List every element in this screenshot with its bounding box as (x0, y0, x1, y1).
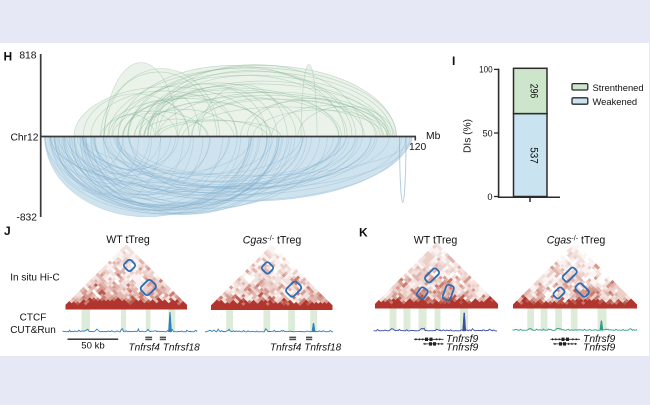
svg-text:Tnfrsf9: Tnfrsf9 (583, 334, 616, 345)
svg-text:Tnfrsf4 Tnfrsf18: Tnfrsf4 Tnfrsf18 (270, 343, 342, 354)
svg-text:WT tTreg: WT tTreg (414, 235, 458, 247)
svg-text:296: 296 (528, 84, 540, 99)
svg-text:DIs (%): DIs (%) (463, 119, 474, 153)
svg-text:Tnfrsf9: Tnfrsf9 (583, 342, 616, 353)
svg-text:818: 818 (19, 51, 36, 62)
svg-text:CTCF: CTCF (20, 313, 47, 324)
svg-text:Cgas-/- tTreg: Cgas-/- tTreg (243, 235, 302, 247)
svg-text:100: 100 (479, 65, 493, 75)
svg-text:In situ Hi-C: In situ Hi-C (10, 273, 59, 284)
svg-text:120: 120 (409, 142, 426, 153)
svg-text:I: I (452, 54, 455, 68)
svg-text:Tnfrsf9: Tnfrsf9 (446, 342, 479, 353)
svg-text:J: J (4, 224, 11, 238)
svg-text:Cgas-/- tTreg: Cgas-/- tTreg (547, 235, 606, 247)
svg-text:K: K (359, 226, 368, 240)
svg-text:Weakened: Weakened (593, 96, 638, 107)
svg-text:H: H (4, 50, 13, 64)
svg-text:Tnfrsf9: Tnfrsf9 (446, 334, 479, 345)
svg-text:50 kb: 50 kb (81, 340, 104, 351)
svg-text:0: 0 (487, 192, 492, 202)
svg-text:Mb: Mb (426, 131, 441, 142)
svg-text:Strenthened: Strenthened (593, 82, 644, 93)
svg-text:Chr12: Chr12 (10, 132, 38, 143)
svg-text:50: 50 (483, 128, 493, 138)
svg-text:Tnfrsf4 Tnfrsf18: Tnfrsf4 Tnfrsf18 (129, 343, 201, 354)
svg-text:CUT&Run: CUT&Run (10, 325, 56, 336)
svg-text:WT tTreg: WT tTreg (106, 234, 150, 246)
svg-text:-832: -832 (16, 213, 37, 224)
svg-text:537: 537 (528, 147, 540, 164)
